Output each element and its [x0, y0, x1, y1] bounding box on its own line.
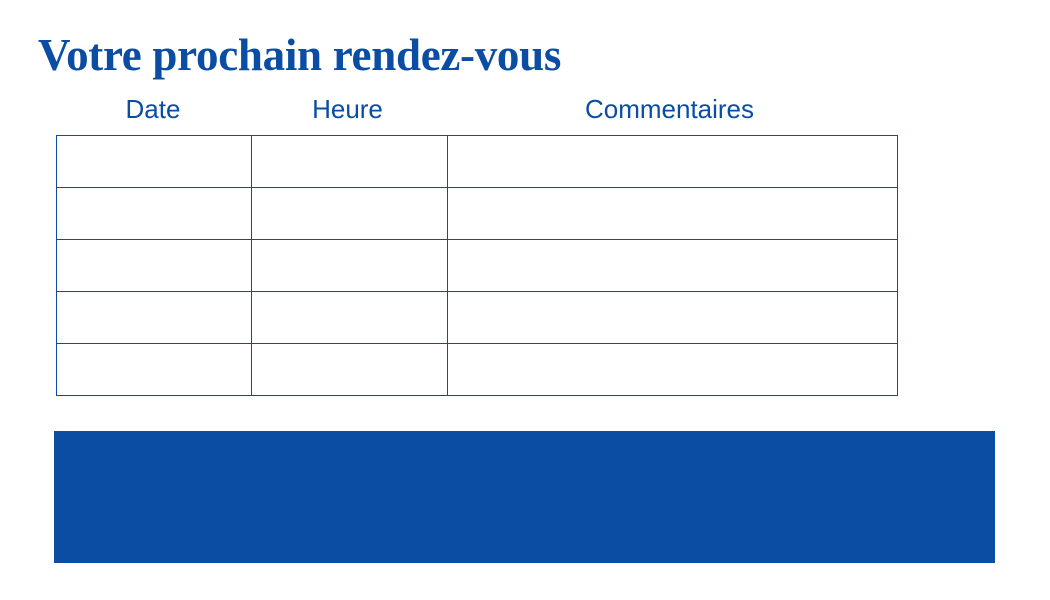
table-cell-commentaires[interactable] — [447, 187, 898, 240]
table-row — [56, 239, 898, 292]
column-header-commentaires: Commentaires — [584, 94, 755, 124]
column-header-heure: Heure — [312, 94, 383, 124]
table-cell-commentaires[interactable] — [447, 135, 898, 188]
table-cell-date[interactable] — [56, 135, 252, 188]
table-cell-date[interactable] — [56, 343, 252, 396]
table-row — [56, 135, 898, 188]
table-cell-date[interactable] — [56, 291, 252, 344]
table-cell-commentaires[interactable] — [447, 291, 898, 344]
table-cell-date[interactable] — [56, 239, 252, 292]
page-title: Votre prochain rendez-vous — [38, 30, 562, 80]
table-cell-commentaires[interactable] — [447, 239, 898, 292]
table-cell-heure[interactable] — [251, 239, 448, 292]
table-cell-date[interactable] — [56, 187, 252, 240]
table-row — [56, 343, 898, 396]
table-cell-heure[interactable] — [251, 343, 448, 396]
table-cell-heure[interactable] — [251, 291, 448, 344]
table-cell-commentaires[interactable] — [447, 343, 898, 396]
column-header-date: Date — [125, 94, 181, 124]
table-row — [56, 187, 898, 240]
table-cell-heure[interactable] — [251, 187, 448, 240]
table-row — [56, 291, 898, 344]
appointment-table — [56, 135, 898, 396]
table-cell-heure[interactable] — [251, 135, 448, 188]
blue-footer-band — [54, 431, 995, 563]
